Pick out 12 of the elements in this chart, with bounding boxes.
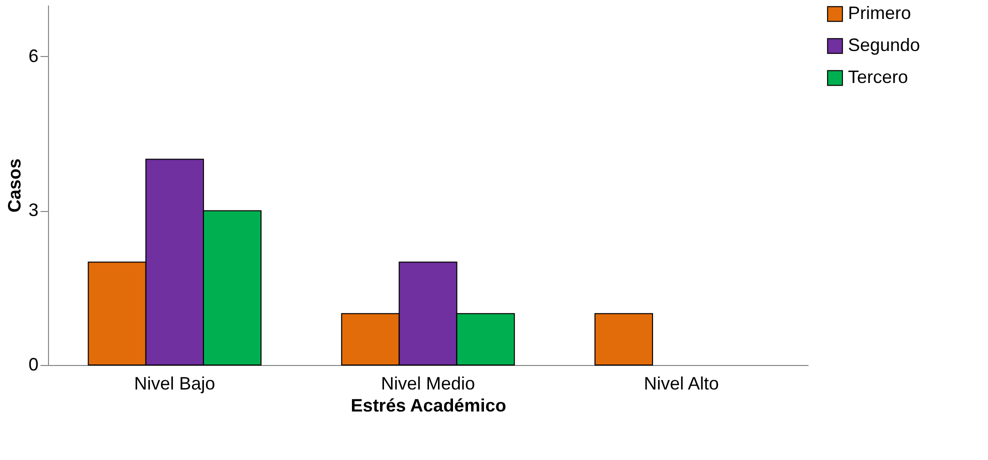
- y-axis-title: Casos: [4, 158, 24, 213]
- x-tick-label: Nivel Alto: [644, 374, 719, 394]
- x-tick-label: Nivel Bajo: [134, 374, 216, 394]
- y-tick-label: 0: [28, 354, 38, 374]
- y-tick-label: 6: [28, 46, 38, 66]
- x-tick-label: Nivel Medio: [380, 374, 476, 394]
- legend-label: Tercero: [848, 67, 908, 87]
- legend-label: Primero: [848, 3, 912, 23]
- bar: [594, 313, 654, 366]
- x-axis-title: Estrés Académico: [350, 396, 506, 416]
- legend-label: Segundo: [848, 35, 920, 55]
- y-tick-label: 3: [28, 200, 38, 220]
